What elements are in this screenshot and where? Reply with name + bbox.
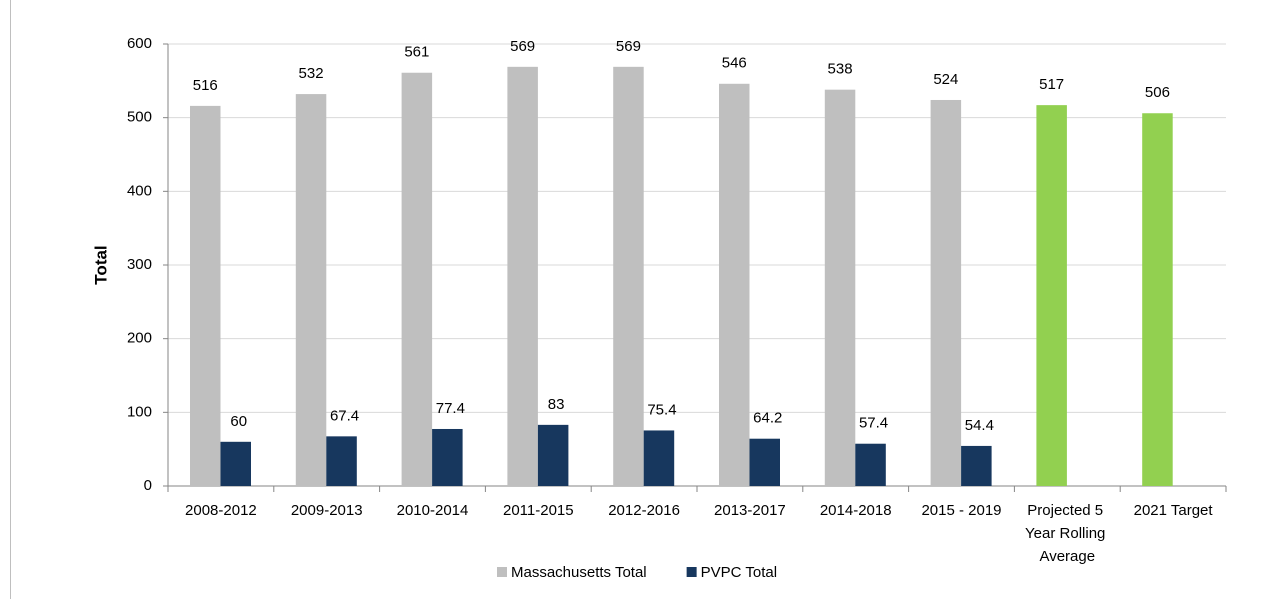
bar xyxy=(220,441,251,486)
x-tick-label: 2011-2015 xyxy=(503,502,574,519)
x-tick-label: 2012-2016 xyxy=(608,502,680,519)
x-tick-label: 2009-2013 xyxy=(291,502,363,519)
value-label: 517 xyxy=(1039,76,1064,93)
bar xyxy=(719,83,750,486)
y-axis-label: Total xyxy=(91,245,110,284)
bar xyxy=(537,424,569,486)
value-label: 54.4 xyxy=(965,417,994,434)
value-label: 561 xyxy=(404,44,429,61)
bar xyxy=(643,430,675,486)
value-label: 569 xyxy=(510,38,535,55)
y-tick-label: 500 xyxy=(127,109,152,126)
y-tick-label: 0 xyxy=(144,477,152,494)
bar xyxy=(613,66,644,486)
value-label: 60 xyxy=(230,413,247,430)
y-tick-label: 200 xyxy=(127,330,152,347)
x-tick-label: 2021 Target xyxy=(1134,502,1214,519)
bar xyxy=(930,99,962,486)
y-tick-label: 600 xyxy=(127,35,152,52)
value-label: 67.4 xyxy=(330,407,359,424)
value-label: 57.4 xyxy=(859,415,888,432)
bar xyxy=(1036,105,1067,486)
y-tick-label: 100 xyxy=(127,403,152,420)
bar xyxy=(749,438,780,486)
value-label: 569 xyxy=(616,38,641,55)
x-tick-label: 2015 - 2019 xyxy=(921,502,1001,519)
bar xyxy=(190,105,221,486)
value-label: 524 xyxy=(933,71,958,88)
bar xyxy=(401,72,433,486)
value-label: 516 xyxy=(193,77,218,94)
x-tick-label: 2008-2012 xyxy=(185,502,257,519)
value-label: 77.4 xyxy=(436,400,465,417)
bar xyxy=(824,89,856,486)
bar xyxy=(432,428,463,486)
bar xyxy=(961,445,992,486)
legend-swatch xyxy=(686,567,697,577)
legend-label: Massachusetts Total xyxy=(511,564,647,581)
value-label: 532 xyxy=(299,65,324,82)
legend-label: PVPC Total xyxy=(701,564,777,581)
value-label: 506 xyxy=(1145,84,1170,101)
bar xyxy=(1142,113,1173,486)
value-label: 64.2 xyxy=(753,410,782,427)
y-tick-label: 300 xyxy=(127,256,152,273)
legend-swatch xyxy=(497,567,507,577)
x-tick-label: 2014-2018 xyxy=(820,502,892,519)
bar xyxy=(855,443,886,486)
value-label: 83 xyxy=(548,396,565,413)
bar xyxy=(326,436,357,486)
x-tick-label: Projected 5 Year Rolling Average xyxy=(1025,502,1110,565)
bar xyxy=(507,66,538,486)
value-label: 538 xyxy=(828,61,853,78)
value-label: 75.4 xyxy=(647,401,676,418)
y-tick-label: 400 xyxy=(127,182,152,199)
bar xyxy=(295,94,327,487)
x-tick-label: 2010-2014 xyxy=(397,502,469,519)
x-tick-label: 2013-2017 xyxy=(714,502,786,519)
value-label: 546 xyxy=(722,55,747,72)
